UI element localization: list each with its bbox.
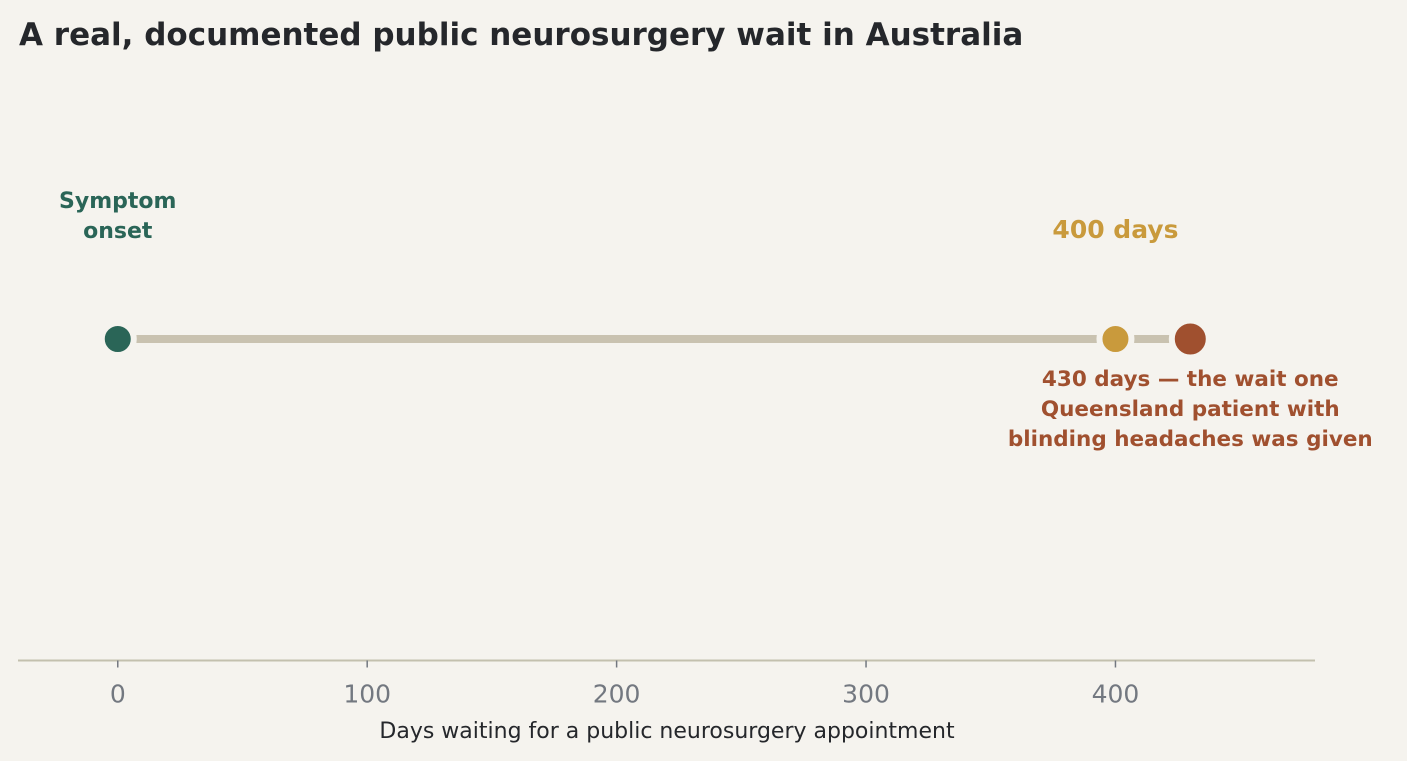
x-axis-label: Days waiting for a public neurosurgery a… [379,719,955,744]
annotation-line: blinding headaches was given [1008,427,1373,452]
annotation-line: Symptom [59,189,176,214]
annotation-0-days: Symptom onset [59,189,176,244]
point-430-days-marker [1168,317,1212,361]
annotation-430-days: 430 days — the wait one Queensland patien… [1008,367,1373,452]
x-axis-ticks: 0 100 200 300 400 [110,660,1140,709]
x-tick-label: 100 [343,680,391,709]
annotation-line: 400 days [1052,215,1178,244]
annotation-line: Queensland patient with [1041,397,1340,422]
plot-area: Symptom onset 400 days 430 days — the wait … [59,189,1373,452]
annotation-line: onset [83,219,153,244]
annotation-400-days: 400 days [1052,215,1178,244]
point-400-days-marker [1096,320,1135,358]
x-tick-label: 400 [1092,680,1140,709]
point-0-days-marker [98,320,137,358]
x-tick-label: 0 [110,680,126,709]
annotation-line: 430 days — the wait one [1042,367,1339,392]
x-tick-label: 200 [593,680,641,709]
x-tick-label: 300 [842,680,890,709]
chart-title: A real, documented public neurosurgery w… [19,17,1023,53]
